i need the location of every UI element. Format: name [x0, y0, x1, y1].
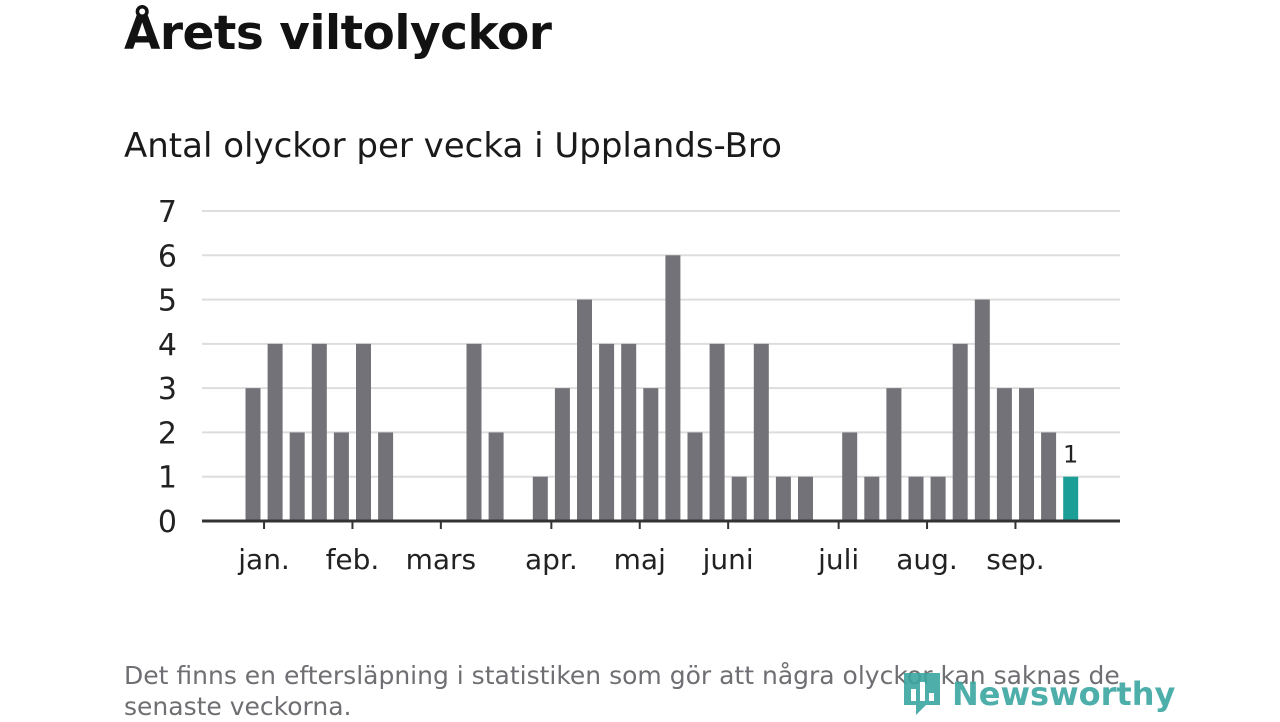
bar — [643, 388, 659, 521]
data-labels: 1 — [1063, 441, 1078, 469]
bar — [908, 476, 924, 521]
data-label: 1 — [1063, 441, 1078, 469]
bar — [599, 343, 615, 521]
bar — [665, 255, 681, 522]
bar — [356, 343, 371, 521]
bar — [554, 388, 570, 521]
y-axis-ticks: 0 1 2 3 4 5 6 7 — [158, 195, 177, 540]
x-tick-label: jan. — [237, 543, 290, 576]
bar — [311, 343, 327, 521]
bar — [842, 432, 858, 521]
logo-text: Newsworthy — [952, 675, 1176, 713]
y-tick-label: 7 — [158, 195, 177, 230]
bar — [577, 299, 592, 521]
x-tick-label: apr. — [525, 543, 578, 576]
x-axis: jan. feb. mars apr. maj juni juli aug. sep. — [202, 519, 1120, 576]
y-tick-label: 4 — [158, 328, 177, 363]
newsworthy-logo[interactable]: Newsworthy — [900, 668, 1175, 720]
bar — [289, 432, 305, 521]
x-tick-label: juni — [702, 543, 754, 576]
y-tick-label: 3 — [158, 372, 177, 407]
bar — [709, 343, 725, 521]
bar — [974, 299, 990, 521]
bars — [245, 255, 1079, 522]
bar — [333, 432, 349, 521]
y-tick-label: 6 — [158, 239, 177, 274]
bar — [996, 388, 1012, 521]
bar — [775, 476, 791, 521]
x-tick-label: sep. — [986, 543, 1045, 576]
x-tick-label: aug. — [896, 543, 958, 576]
footnote: Det finns en eftersläpning i statistiken… — [124, 661, 1120, 721]
bar — [267, 343, 283, 521]
bar — [245, 388, 261, 521]
bar — [1019, 388, 1034, 521]
bar-chart: 0 1 2 3 4 5 6 7 jan. feb. mars apr. maj juni juli aug.… — [158, 195, 1120, 576]
x-tick-label: feb. — [326, 543, 380, 576]
bar — [621, 343, 637, 521]
bar — [532, 476, 548, 521]
x-tick-label: maj — [614, 543, 666, 576]
bar — [1041, 432, 1057, 521]
y-tick-label: 5 — [158, 284, 177, 319]
bar-highlight — [1063, 476, 1079, 521]
chart-title: Årets viltolyckor — [124, 6, 552, 61]
bar — [687, 432, 703, 521]
bar — [466, 343, 482, 521]
bar — [952, 343, 968, 521]
bar — [886, 388, 902, 521]
chart-subtitle: Antal olyckor per vecka i Upplands-Bro — [124, 126, 782, 166]
x-tick-label: juli — [817, 543, 859, 576]
bar — [864, 476, 880, 521]
y-tick-label: 1 — [158, 461, 177, 496]
x-tick-label: mars — [406, 543, 477, 576]
bar — [731, 476, 747, 521]
bar — [378, 432, 394, 521]
bar — [753, 343, 769, 521]
y-tick-label: 0 — [158, 505, 177, 540]
bar — [798, 476, 813, 521]
bar — [488, 432, 504, 521]
y-tick-label: 2 — [158, 416, 177, 451]
newsworthy-logo-icon — [904, 673, 940, 715]
bar — [930, 476, 946, 521]
